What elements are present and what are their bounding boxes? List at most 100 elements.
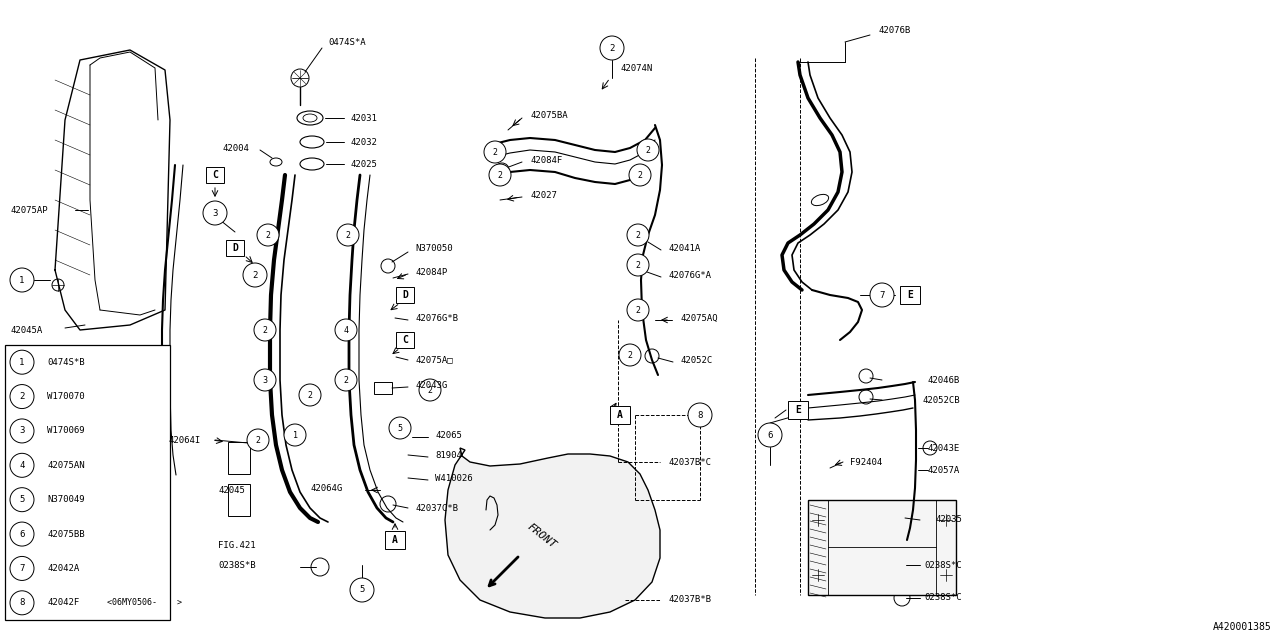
Ellipse shape — [270, 158, 282, 166]
Circle shape — [419, 379, 442, 401]
Text: 42075BA: 42075BA — [530, 111, 567, 120]
Circle shape — [620, 344, 641, 366]
Circle shape — [10, 350, 35, 374]
Text: 42076G*B: 42076G*B — [415, 314, 458, 323]
Text: 6: 6 — [767, 431, 773, 440]
Ellipse shape — [300, 136, 324, 148]
Text: <06MY0506-    >: <06MY0506- > — [108, 598, 182, 607]
Text: 3: 3 — [212, 209, 218, 218]
Ellipse shape — [297, 111, 323, 125]
Text: FIG.421: FIG.421 — [218, 541, 256, 550]
Circle shape — [637, 139, 659, 161]
Text: 81904: 81904 — [435, 451, 462, 460]
Ellipse shape — [303, 114, 317, 122]
Text: 8: 8 — [19, 598, 24, 607]
Text: 0474S*B: 0474S*B — [47, 358, 84, 367]
Text: C: C — [402, 335, 408, 345]
Circle shape — [627, 299, 649, 321]
Text: 42043G: 42043G — [415, 381, 447, 390]
Circle shape — [311, 558, 329, 576]
Bar — [396, 287, 413, 303]
Circle shape — [10, 268, 35, 292]
Text: FRONT: FRONT — [525, 522, 558, 550]
Circle shape — [628, 164, 652, 186]
Text: 42042A: 42042A — [47, 564, 79, 573]
Circle shape — [204, 201, 227, 225]
Circle shape — [810, 512, 826, 528]
Ellipse shape — [300, 158, 324, 170]
Circle shape — [893, 590, 910, 606]
Text: 2: 2 — [252, 271, 257, 280]
Text: N370049: N370049 — [47, 495, 84, 504]
Text: 42037C*B: 42037C*B — [415, 504, 458, 513]
Text: 5: 5 — [19, 495, 24, 504]
Text: 7: 7 — [879, 291, 884, 300]
Bar — [227, 240, 244, 256]
Circle shape — [335, 369, 357, 391]
Text: 2: 2 — [627, 351, 632, 360]
Text: 3: 3 — [19, 426, 24, 435]
Circle shape — [253, 319, 276, 341]
Text: 42074N: 42074N — [620, 63, 653, 72]
Circle shape — [349, 578, 374, 602]
Bar — [228, 484, 250, 516]
Bar — [374, 382, 392, 394]
Text: 42075AQ: 42075AQ — [680, 314, 718, 323]
Circle shape — [247, 429, 269, 451]
Circle shape — [10, 385, 35, 408]
Text: 7: 7 — [19, 564, 24, 573]
Circle shape — [859, 369, 873, 383]
Text: 42043E: 42043E — [928, 444, 960, 452]
Bar — [900, 286, 920, 304]
Text: D: D — [402, 290, 408, 300]
Text: 4: 4 — [343, 326, 348, 335]
Text: A: A — [392, 535, 398, 545]
Circle shape — [938, 567, 954, 583]
Text: C: C — [212, 170, 218, 180]
Text: 2: 2 — [307, 390, 312, 399]
Bar — [5, 345, 170, 620]
Text: 2: 2 — [635, 305, 640, 314]
Text: 42037B*B: 42037B*B — [668, 595, 710, 605]
Circle shape — [10, 453, 35, 477]
Circle shape — [600, 36, 625, 60]
Text: 5: 5 — [360, 586, 365, 595]
Circle shape — [689, 403, 712, 427]
Text: 42076B: 42076B — [878, 26, 910, 35]
Ellipse shape — [520, 535, 600, 575]
Text: 42052C: 42052C — [680, 355, 712, 365]
Circle shape — [389, 417, 411, 439]
Circle shape — [10, 591, 35, 615]
Text: 2: 2 — [346, 230, 351, 239]
Text: 2: 2 — [637, 170, 643, 179]
Circle shape — [484, 141, 506, 163]
Bar — [611, 406, 630, 424]
Circle shape — [335, 319, 357, 341]
Circle shape — [758, 423, 782, 447]
Text: 1: 1 — [293, 431, 297, 440]
Text: 1: 1 — [19, 275, 24, 285]
Bar — [385, 531, 404, 549]
Circle shape — [300, 384, 321, 406]
Text: 2: 2 — [428, 385, 433, 394]
Text: 2: 2 — [493, 147, 498, 157]
Text: 42065: 42065 — [435, 431, 462, 440]
Text: 8: 8 — [698, 410, 703, 419]
Text: 1: 1 — [19, 358, 24, 367]
Text: 2: 2 — [635, 230, 640, 239]
Ellipse shape — [812, 195, 828, 205]
Bar — [396, 332, 413, 348]
Text: 42076G*A: 42076G*A — [668, 271, 710, 280]
Text: 5: 5 — [398, 424, 402, 433]
Text: 0238S*C: 0238S*C — [924, 561, 963, 570]
Text: 42045: 42045 — [218, 486, 244, 495]
Text: 42064I: 42064I — [168, 435, 200, 445]
Text: 42027: 42027 — [530, 191, 557, 200]
Text: D: D — [232, 243, 238, 253]
Circle shape — [627, 254, 649, 276]
Text: W410026: W410026 — [435, 474, 472, 483]
Text: 2: 2 — [19, 392, 24, 401]
Bar — [206, 167, 224, 183]
Text: 42032: 42032 — [349, 138, 376, 147]
Circle shape — [489, 164, 511, 186]
